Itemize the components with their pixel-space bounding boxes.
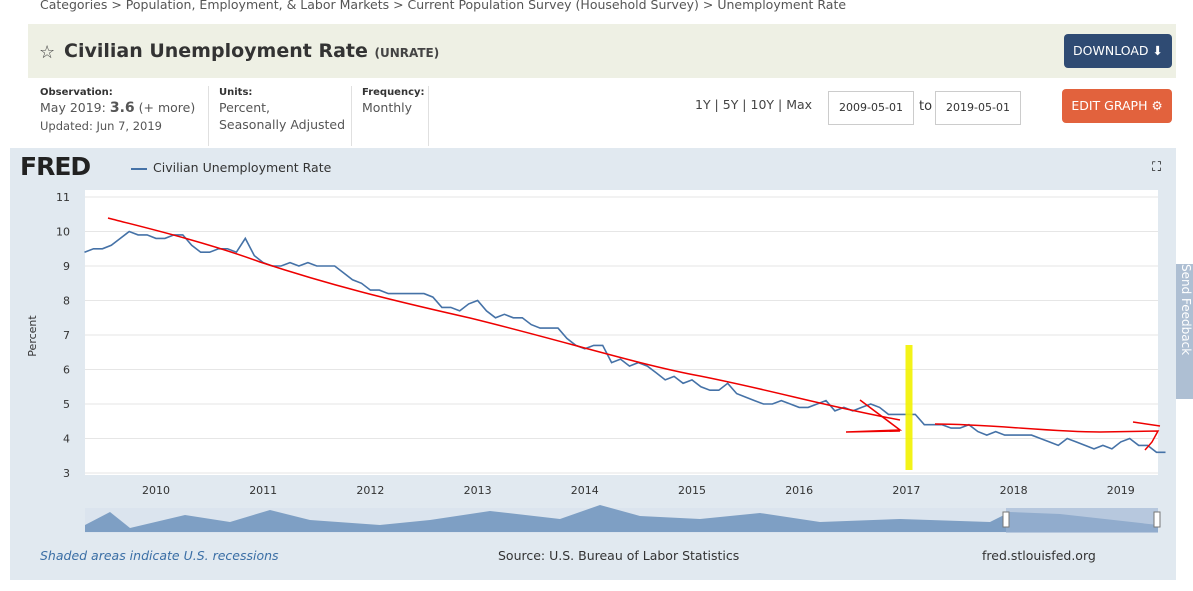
edit-graph-button[interactable]: EDIT GRAPH ⚙ (1062, 89, 1172, 123)
y-tick-label: 6 (63, 364, 70, 377)
x-tick-label: 2017 (892, 484, 920, 497)
more-link[interactable]: (+ more) (138, 100, 196, 115)
star-icon[interactable]: ☆ (39, 42, 56, 63)
page-title: Civilian Unemployment Rate (UNRATE) (64, 40, 440, 62)
range-selector[interactable]: 1Y | 5Y | 10Y | Max (695, 97, 813, 112)
x-tick-label: 2010 (142, 484, 170, 497)
observation: Observation: May 2019: 3.6 (+ more) Upda… (40, 87, 196, 133)
breadcrumb[interactable]: Categories > Population, Employment, & L… (40, 0, 847, 12)
navigator-handle-right (1153, 511, 1161, 528)
fullscreen-icon[interactable]: ⛶ (1152, 160, 1162, 175)
x-tick-label: 2018 (1000, 484, 1028, 497)
title-bar (28, 24, 1176, 78)
navigator[interactable] (85, 505, 1161, 533)
x-tick-label: 2012 (356, 484, 384, 497)
y-tick-label: 5 (63, 398, 70, 411)
y-tick-label: 11 (56, 191, 70, 204)
x-tick-label: 2015 (678, 484, 706, 497)
annotation-arrow (845, 399, 1161, 451)
y-tick-label: 8 (63, 295, 70, 308)
x-tick-label: 2013 (464, 484, 492, 497)
x-tick-label: 2019 (1107, 484, 1135, 497)
fred-logo: FRED (20, 152, 91, 181)
navigator-handle-left (1002, 511, 1010, 528)
units: Units: Percent, Seasonally Adjusted (219, 87, 346, 132)
send-feedback-tab[interactable]: Send Feedback (1176, 264, 1193, 399)
end-date-input[interactable]: 2019-05-01 (935, 91, 1021, 125)
site-link[interactable]: fred.stlouisfed.org (982, 548, 1096, 563)
y-tick-label: 7 (63, 329, 70, 342)
x-tick-label: 2014 (571, 484, 599, 497)
y-tick-label: 9 (63, 260, 70, 273)
source: Source: U.S. Bureau of Labor Statistics (498, 548, 740, 563)
legend: Civilian Unemployment Rate (131, 160, 331, 175)
y-axis-label: Percent (26, 315, 39, 357)
annotation-trend-line (107, 217, 901, 421)
x-tick-label: 2016 (785, 484, 813, 497)
start-date-input[interactable]: 2009-05-01 (828, 91, 914, 125)
recessions-note: Shaded areas indicate U.S. recessions (40, 548, 279, 563)
to-label: to (919, 99, 933, 114)
y-tick-label: 3 (63, 467, 70, 480)
x-tick-label: 2011 (249, 484, 277, 497)
download-button[interactable]: DOWNLOAD ⬇ (1064, 34, 1172, 68)
frequency: Frequency: Monthly (362, 87, 425, 115)
y-tick-label: 10 (56, 226, 70, 239)
y-tick-label: 4 (63, 433, 70, 446)
series-id: (UNRATE) (374, 46, 440, 60)
